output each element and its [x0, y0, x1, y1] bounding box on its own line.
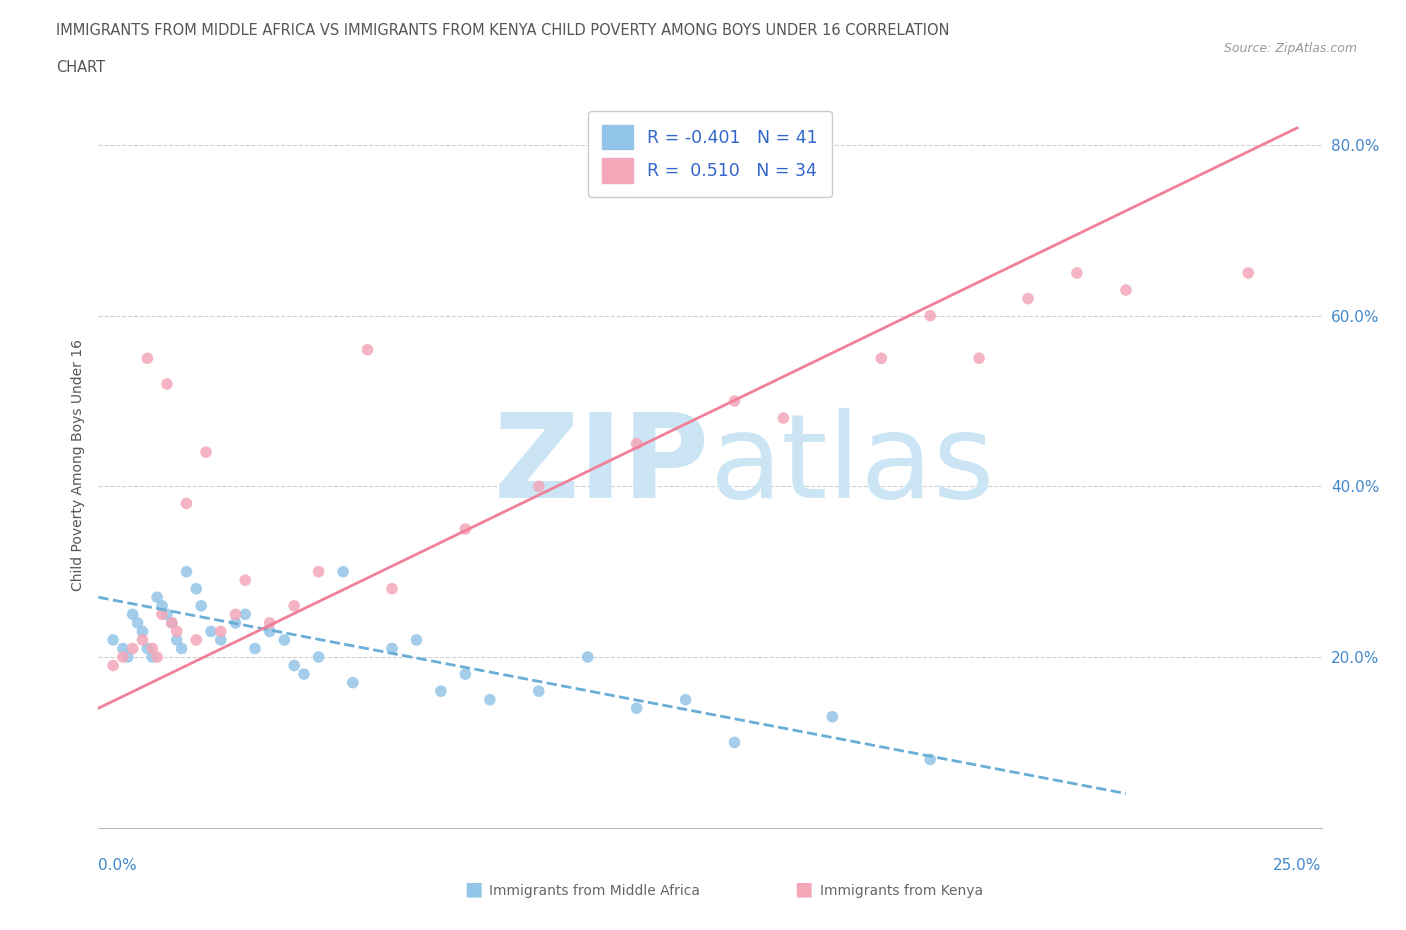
Point — [342, 675, 364, 690]
Point — [156, 377, 179, 392]
Point — [224, 607, 246, 622]
Point — [626, 436, 648, 451]
Point — [131, 632, 153, 647]
Point — [576, 649, 599, 664]
Point — [233, 573, 256, 588]
Point — [308, 649, 330, 664]
Text: ZIP: ZIP — [494, 407, 710, 523]
Point — [209, 624, 232, 639]
Point — [308, 565, 330, 579]
Point — [356, 342, 378, 357]
Point — [233, 607, 256, 622]
Point — [292, 667, 315, 682]
Text: CHART: CHART — [56, 60, 105, 75]
Point — [146, 590, 169, 604]
Text: 25.0%: 25.0% — [1274, 857, 1322, 872]
Point — [224, 616, 246, 631]
Point — [283, 658, 305, 673]
Point — [772, 411, 794, 426]
Point — [870, 351, 893, 365]
Point — [101, 632, 124, 647]
Point — [1237, 266, 1260, 281]
Point — [121, 641, 143, 656]
Point — [150, 598, 173, 613]
Point — [1017, 291, 1039, 306]
Point — [141, 649, 163, 664]
Point — [146, 649, 169, 664]
Y-axis label: Child Poverty Among Boys Under 16: Child Poverty Among Boys Under 16 — [70, 339, 84, 591]
Text: Immigrants from Kenya: Immigrants from Kenya — [820, 884, 983, 897]
Point — [156, 607, 179, 622]
Point — [478, 692, 501, 707]
Point — [111, 641, 134, 656]
Point — [160, 616, 183, 631]
Point — [166, 632, 188, 647]
Point — [454, 522, 477, 537]
Point — [160, 616, 183, 631]
Point — [821, 710, 844, 724]
Point — [1066, 266, 1088, 281]
Point — [176, 496, 198, 511]
Point — [209, 632, 232, 647]
Point — [259, 624, 281, 639]
Point — [186, 581, 208, 596]
Point — [243, 641, 266, 656]
Point — [166, 624, 188, 639]
Point — [111, 649, 134, 664]
Text: Source: ZipAtlas.com: Source: ZipAtlas.com — [1223, 42, 1357, 55]
Point — [170, 641, 193, 656]
Point — [186, 632, 208, 647]
Text: atlas: atlas — [710, 407, 995, 523]
Legend: R = -0.401   N = 41, R =  0.510   N = 34: R = -0.401 N = 41, R = 0.510 N = 34 — [588, 111, 832, 196]
Point — [527, 479, 550, 494]
Point — [121, 607, 143, 622]
Point — [430, 684, 453, 698]
Point — [920, 752, 942, 767]
Point — [131, 624, 153, 639]
Text: ■: ■ — [464, 880, 482, 898]
Point — [381, 581, 404, 596]
Point — [136, 641, 159, 656]
Point — [195, 445, 218, 459]
Point — [176, 565, 198, 579]
Point — [967, 351, 990, 365]
Text: 0.0%: 0.0% — [98, 857, 138, 872]
Point — [283, 598, 305, 613]
Point — [136, 351, 159, 365]
Point — [190, 598, 212, 613]
Point — [141, 641, 163, 656]
Point — [127, 616, 149, 631]
Point — [150, 607, 173, 622]
Point — [381, 641, 404, 656]
Text: ■: ■ — [794, 880, 813, 898]
Point — [332, 565, 354, 579]
Point — [675, 692, 697, 707]
Point — [527, 684, 550, 698]
Point — [920, 308, 942, 323]
Point — [200, 624, 222, 639]
Point — [273, 632, 295, 647]
Point — [101, 658, 124, 673]
Point — [259, 616, 281, 631]
Point — [454, 667, 477, 682]
Point — [723, 735, 745, 750]
Text: IMMIGRANTS FROM MIDDLE AFRICA VS IMMIGRANTS FROM KENYA CHILD POVERTY AMONG BOYS : IMMIGRANTS FROM MIDDLE AFRICA VS IMMIGRA… — [56, 23, 949, 38]
Point — [117, 649, 139, 664]
Point — [405, 632, 427, 647]
Point — [1115, 283, 1137, 298]
Point — [723, 393, 745, 408]
Text: Immigrants from Middle Africa: Immigrants from Middle Africa — [489, 884, 700, 897]
Point — [626, 701, 648, 716]
